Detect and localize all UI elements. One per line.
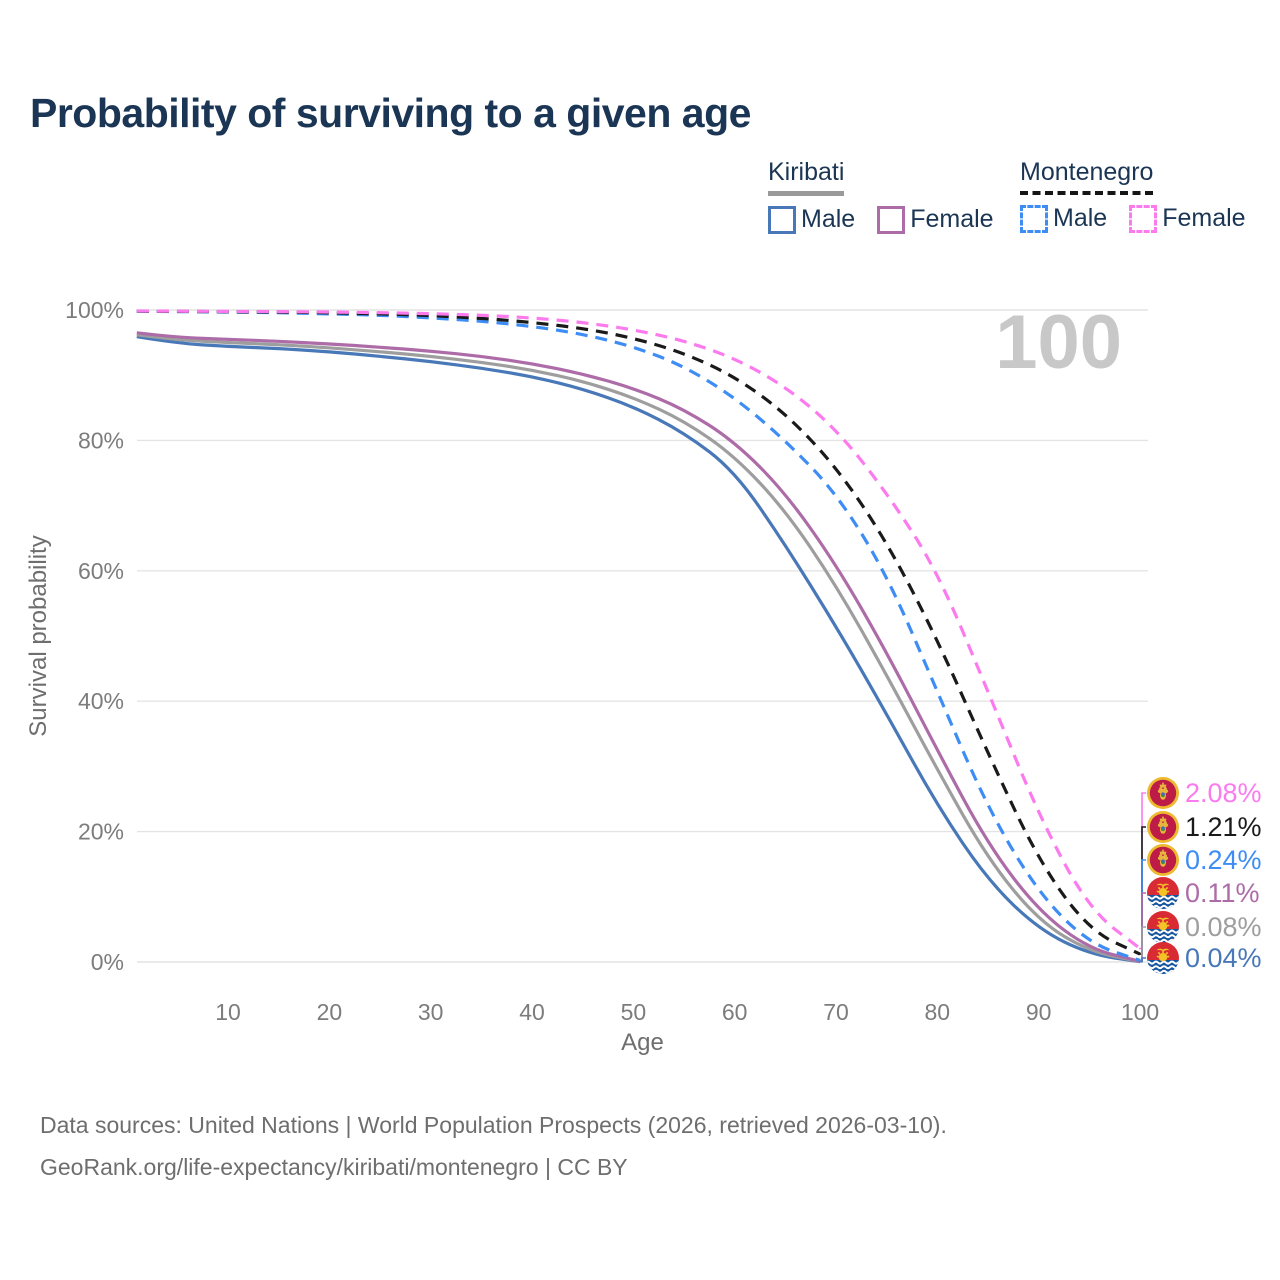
data-sources-note: Data sources: United Nations | World Pop… <box>40 1112 947 1138</box>
legend-group-montenegro: Montenegro Male Female <box>1020 158 1246 233</box>
legend-country-montenegro: Montenegro <box>1020 158 1154 195</box>
y-tick-label: 0% <box>91 949 124 975</box>
end-value-label-montenegro-female: 2.08% <box>1185 778 1262 808</box>
end-value-label-kiribati-female: 0.11% <box>1185 878 1260 908</box>
legend-label: Female <box>1162 204 1246 232</box>
y-tick-label: 60% <box>78 558 124 584</box>
x-tick-label: 80 <box>925 999 951 1025</box>
x-tick-label: 30 <box>418 999 444 1025</box>
label-connector <box>1139 926 1146 963</box>
y-tick-label: 20% <box>78 819 124 845</box>
end-value-label-kiribati-total: 0.08% <box>1185 912 1262 942</box>
y-tick-label: 100% <box>65 297 124 323</box>
legend-label: Male <box>1053 204 1108 232</box>
curve-kiribati-male[interactable] <box>136 335 1141 964</box>
source-url-link[interactable]: GeoRank.org/life-expectancy/kiribati/mon… <box>40 1154 628 1180</box>
curve-montenegro-female[interactable] <box>136 309 1141 950</box>
y-axis-title: Survival probability <box>25 535 52 736</box>
x-tick-label: 60 <box>722 999 748 1025</box>
end-value-label-montenegro-male: 0.24% <box>1185 845 1262 875</box>
legend-item-montenegro-male[interactable]: Male <box>1020 204 1107 233</box>
montenegro-female-swatch-icon <box>1129 204 1158 233</box>
kiribati-male-swatch-icon <box>768 205 796 234</box>
x-axis-title: Age <box>621 1029 664 1056</box>
age-counter-watermark: 100 <box>995 300 1122 385</box>
legend-label: Female <box>910 205 994 233</box>
x-tick-label: 20 <box>317 999 343 1025</box>
x-tick-label: 70 <box>823 999 849 1025</box>
kiribati-flag-icon <box>1146 911 1182 943</box>
x-tick-label: 100 <box>1121 999 1159 1025</box>
legend-item-kiribati-male[interactable]: Male <box>768 205 855 234</box>
y-tick-label: 80% <box>78 427 124 453</box>
montenegro-male-swatch-icon <box>1020 204 1048 233</box>
montenegro-flag-icon <box>1147 811 1179 843</box>
chart-title: Probability of surviving to a given age <box>30 90 751 136</box>
curve-kiribati-female[interactable] <box>136 331 1141 963</box>
legend-item-montenegro-female[interactable]: Female <box>1129 204 1246 233</box>
y-tick-label: 40% <box>78 688 124 714</box>
x-tick-label: 50 <box>621 999 647 1025</box>
kiribati-flag-icon <box>1146 942 1182 974</box>
x-tick-label: 10 <box>215 999 241 1025</box>
legend-group-kiribati: Kiribati Male Female <box>768 158 994 234</box>
label-connector <box>1139 957 1146 963</box>
x-tick-label: 40 <box>519 999 545 1025</box>
montenegro-flag-icon <box>1147 777 1179 809</box>
x-tick-label: 90 <box>1026 999 1052 1025</box>
legend-country-kiribati: Kiribati <box>768 158 845 196</box>
montenegro-flag-icon <box>1147 844 1179 876</box>
curve-kiribati-total[interactable] <box>136 333 1141 964</box>
kiribati-female-swatch-icon <box>877 205 906 234</box>
legend-item-kiribati-female[interactable]: Female <box>877 205 994 234</box>
end-value-label-montenegro-total: 1.21% <box>1185 812 1262 842</box>
kiribati-flag-icon <box>1146 877 1182 909</box>
footer: Data sources: United Nations | World Pop… <box>40 1104 947 1188</box>
legend-label: Male <box>801 205 856 233</box>
end-value-label-kiribati-male: 0.04% <box>1185 943 1262 973</box>
